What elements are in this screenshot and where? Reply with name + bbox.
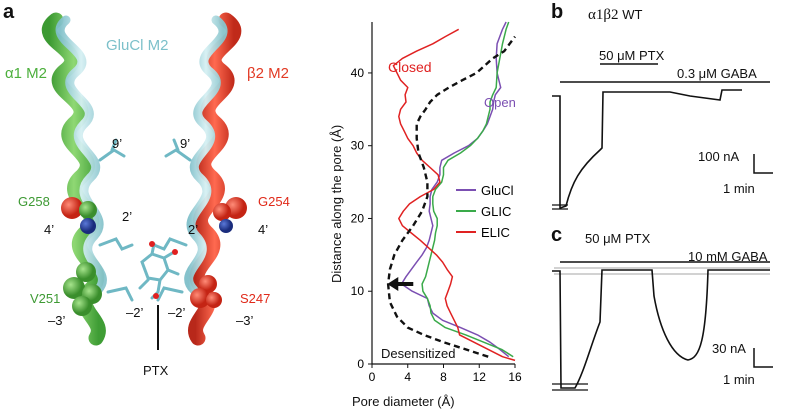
panel-c-gaba-label: 10 mM GABA xyxy=(688,249,768,264)
panel-b-scale-y: 100 nA xyxy=(698,149,740,164)
res-m2-left: –2’ xyxy=(126,305,144,320)
y-tick-label: 20 xyxy=(351,211,365,225)
panel-c-trace xyxy=(552,269,770,389)
panel-c-scale-y: 30 nA xyxy=(712,341,746,356)
res-2-right: 2’ xyxy=(188,222,199,237)
side-chain-sticks xyxy=(98,138,192,302)
series-line-glic xyxy=(421,21,514,358)
x-tick-label: 4 xyxy=(404,370,411,384)
glucl-m2-label: GluCl M2 xyxy=(106,37,169,54)
y-tick-label: 10 xyxy=(351,284,365,298)
s247-label: S247 xyxy=(240,291,271,306)
x-tick-label: 8 xyxy=(440,370,447,384)
v251-label: V251 xyxy=(30,291,61,306)
panel-c-scale-bar xyxy=(753,348,773,368)
legend-label-elic: ELIC xyxy=(481,225,510,240)
legend-label-glucl: GluCl xyxy=(481,183,514,198)
panel-b-label: b xyxy=(551,1,564,23)
panel-c-label: c xyxy=(551,224,563,246)
series-line-elic xyxy=(392,28,516,362)
x-tick-label: 12 xyxy=(473,370,487,384)
open-annotation: Open xyxy=(484,95,516,110)
desensitized-annotation: Desensitized xyxy=(381,346,456,361)
genotype-text: α1β2 xyxy=(588,7,619,23)
v251-spheres xyxy=(63,262,102,316)
alpha1-m2-label: α1 M2 xyxy=(5,65,48,82)
panel-b-scale-bar xyxy=(753,154,773,174)
res-4-left: 4’ xyxy=(44,222,55,237)
pore-arrow-head xyxy=(387,276,399,291)
panel-b-genotype: α1β2 WT xyxy=(588,8,642,23)
ptx-molecule xyxy=(138,242,180,300)
g258-spheres xyxy=(61,197,97,234)
series-line-glucl xyxy=(400,21,510,358)
legend-label-glic: GLIC xyxy=(481,204,511,219)
panel-b-scale-x: 1 min xyxy=(723,181,755,196)
res-m3-right: –3’ xyxy=(236,313,254,328)
res-4-right: 4’ xyxy=(258,222,269,237)
panel-b-ptx-label: 50 μM PTX xyxy=(599,48,665,63)
res-9-left: 9’ xyxy=(112,136,123,151)
panel-b-gaba-label: 0.3 μM GABA xyxy=(677,66,757,81)
panel-a-label: a xyxy=(3,1,15,23)
closed-annotation: Closed xyxy=(388,59,432,75)
panel-c-ptx-label: 50 μM PTX xyxy=(585,231,651,246)
g258-label: G258 xyxy=(18,194,50,209)
y-tick-label: 30 xyxy=(351,139,365,153)
x-tick-label: 0 xyxy=(369,370,376,384)
series-line-desensitized xyxy=(386,35,516,358)
g254-label: G254 xyxy=(258,194,290,209)
res-m3-left: –3’ xyxy=(48,313,66,328)
chart-x-title: Pore diameter (Å) xyxy=(352,394,455,409)
beta2-m2-label: β2 M2 xyxy=(247,65,289,82)
wt-text: WT xyxy=(622,7,643,22)
res-m2-right: –2’ xyxy=(168,305,186,320)
x-tick-label: 16 xyxy=(508,370,522,384)
panel-c-scale-x: 1 min xyxy=(723,372,755,387)
y-tick-label: 0 xyxy=(357,357,364,371)
res-9-right: 9’ xyxy=(180,136,191,151)
res-2-left: 2’ xyxy=(122,209,133,224)
panel-b-trace xyxy=(552,89,742,210)
g254-spheres xyxy=(213,197,247,233)
ptx-label: PTX xyxy=(143,363,169,378)
y-tick-label: 40 xyxy=(351,66,365,80)
s247-spheres xyxy=(190,275,222,308)
